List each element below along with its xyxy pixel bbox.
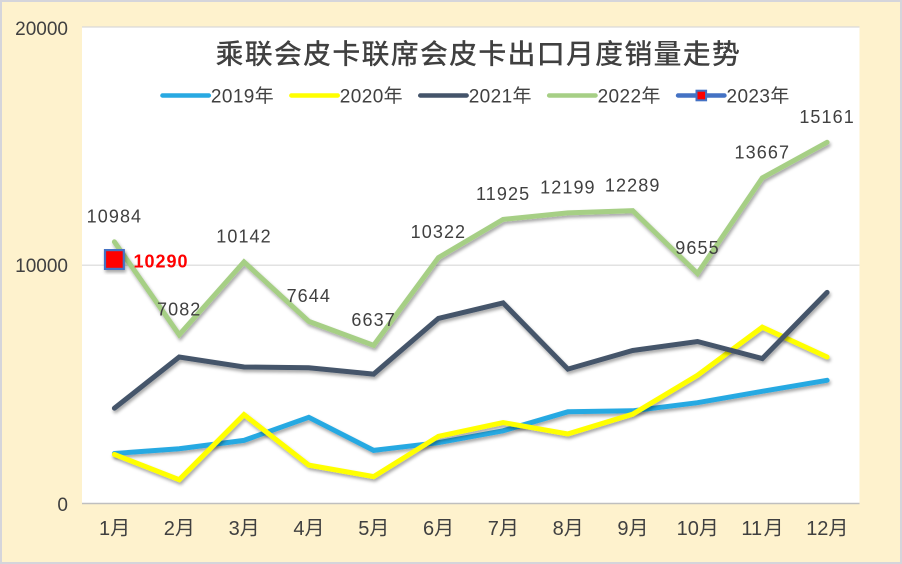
svg-text:7082: 7082 — [157, 299, 201, 319]
svg-text:20000: 20000 — [15, 19, 68, 40]
svg-text:12: 12 — [806, 518, 828, 540]
svg-text:11: 11 — [741, 518, 762, 540]
svg-text:2021: 2021 — [469, 86, 513, 107]
svg-text:1: 1 — [99, 518, 110, 540]
svg-text:3: 3 — [229, 518, 240, 540]
svg-text:9: 9 — [617, 518, 628, 540]
svg-text:10000: 10000 — [15, 256, 68, 277]
svg-text:4: 4 — [293, 518, 304, 540]
svg-text:10142: 10142 — [216, 226, 272, 246]
svg-text:11925: 11925 — [476, 184, 530, 204]
svg-text:6637: 6637 — [351, 310, 395, 330]
svg-text:10984: 10984 — [87, 206, 143, 226]
svg-text:2019: 2019 — [211, 86, 255, 107]
svg-text:2: 2 — [164, 518, 175, 540]
svg-text:12199: 12199 — [540, 177, 596, 197]
svg-text:2022: 2022 — [598, 86, 642, 107]
svg-text:9655: 9655 — [675, 238, 719, 258]
svg-text:12289: 12289 — [605, 175, 661, 195]
svg-text:15161: 15161 — [799, 107, 855, 127]
svg-text:10290: 10290 — [134, 251, 189, 271]
svg-text:7644: 7644 — [287, 286, 331, 306]
svg-text:13667: 13667 — [735, 142, 791, 162]
svg-text:0: 0 — [57, 495, 68, 516]
svg-text:5: 5 — [358, 518, 369, 540]
svg-text:8: 8 — [553, 518, 564, 540]
svg-text:10: 10 — [677, 518, 699, 540]
svg-text:2020: 2020 — [340, 86, 384, 107]
svg-text:2023: 2023 — [727, 86, 771, 107]
svg-text:10322: 10322 — [411, 222, 467, 242]
svg-text:6: 6 — [423, 518, 434, 540]
svg-text:7: 7 — [488, 518, 499, 540]
